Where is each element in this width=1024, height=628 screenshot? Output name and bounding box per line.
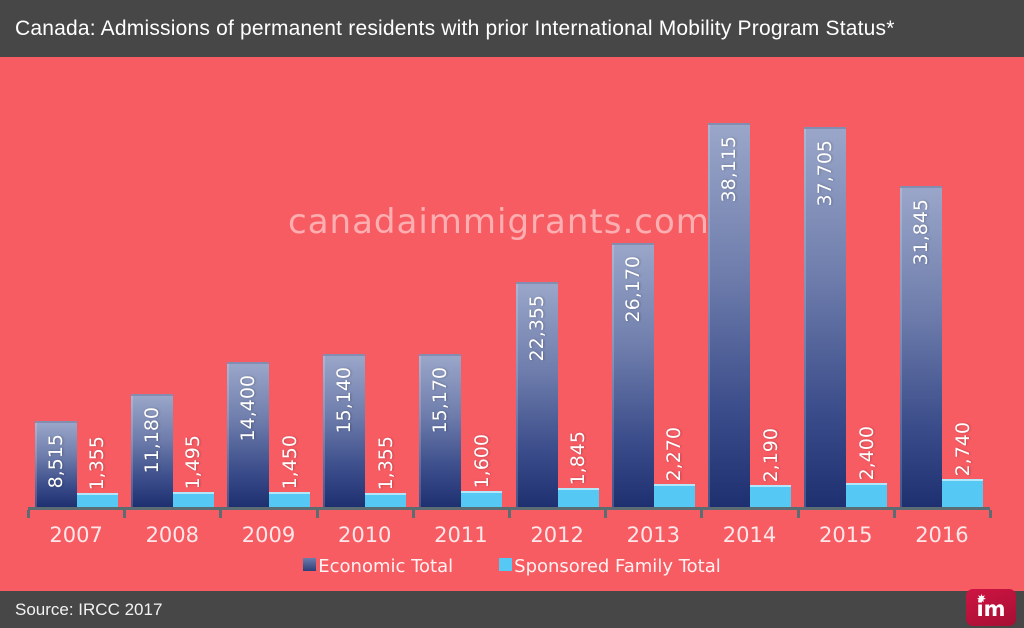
bar-group-2011: 15,170 1,600 2011 bbox=[413, 123, 509, 547]
bar-economic-2015: 37,705 bbox=[804, 127, 847, 507]
value-label-economic-2011: 15,170 bbox=[429, 367, 452, 434]
value-label-economic-2008: 11,180 bbox=[140, 407, 163, 474]
value-label-sponsored-family-2009: 1,450 bbox=[278, 434, 301, 489]
value-label-sponsored-family-2008: 1,495 bbox=[182, 434, 205, 489]
source-text: Source: IRCC 2017 bbox=[15, 599, 163, 619]
bar-group-2008: 11,180 1,495 2008 bbox=[124, 123, 220, 547]
legend-label-sponsored-family: Sponsored Family Total bbox=[514, 555, 721, 577]
x-axis-tick bbox=[892, 510, 896, 518]
bar-group-2007: 8,515 1,355 2007 bbox=[28, 123, 124, 547]
bar-group-2009: 14,400 1,450 2009 bbox=[220, 123, 316, 547]
legend-label-economic: Economic Total bbox=[318, 555, 454, 577]
bar-sponsored-family-2009: 1,450 bbox=[269, 435, 310, 507]
bar-group-2015: 37,705 2,400 2015 bbox=[798, 123, 894, 547]
value-label-economic-2015: 37,705 bbox=[814, 140, 837, 207]
bar-sponsored-family-2007: 1,355 bbox=[76, 436, 118, 507]
legend-marker-economic bbox=[303, 557, 317, 571]
legend-marker-sponsored-family bbox=[499, 557, 513, 571]
x-tick-label-2014: 2014 bbox=[722, 523, 777, 547]
maple-leaf-icon bbox=[977, 594, 986, 603]
bar-sponsored-family-2014: 2,190 bbox=[750, 428, 792, 507]
bar-economic-2008: 11,180 bbox=[130, 394, 173, 507]
x-tick-label-2012: 2012 bbox=[530, 523, 584, 547]
value-label-economic-2010: 15,140 bbox=[333, 367, 356, 434]
value-label-economic-2014: 38,115 bbox=[718, 136, 741, 203]
value-label-sponsored-family-2007: 1,355 bbox=[86, 435, 109, 490]
bar-sponsored-family-2015: 2,400 bbox=[846, 426, 888, 507]
legend-item-economic: Economic Total bbox=[303, 556, 453, 577]
bar-group-2013: 26,170 2,270 2013 bbox=[605, 123, 701, 547]
x-axis-tick bbox=[315, 510, 319, 518]
bar-economic-2012: 22,355 bbox=[515, 282, 558, 507]
chart-title: Canada: Admissions of permanent resident… bbox=[15, 16, 895, 40]
x-tick-label-2015: 2015 bbox=[818, 523, 873, 547]
bar-sponsored-family-2013: 2,270 bbox=[653, 427, 695, 507]
bar-group-2010: 15,140 1,355 2010 bbox=[317, 123, 413, 547]
x-axis bbox=[27, 507, 992, 518]
x-axis-tick bbox=[508, 510, 511, 518]
x-axis-tick bbox=[219, 510, 223, 518]
value-label-sponsored-family-2010: 1,355 bbox=[374, 435, 397, 490]
x-axis-tick bbox=[411, 510, 415, 518]
x-axis-tick bbox=[27, 510, 30, 518]
bar-economic-2016: 31,845 bbox=[900, 186, 943, 507]
bar-sponsored-family-2016: 2,740 bbox=[942, 422, 984, 507]
bar-economic-2011: 15,170 bbox=[419, 354, 462, 507]
x-tick-label-2007: 2007 bbox=[49, 523, 103, 547]
x-axis-tick bbox=[123, 510, 127, 518]
x-axis-tick bbox=[796, 510, 800, 518]
logo-text: im bbox=[976, 597, 1006, 621]
bar-group-2014: 38,115 2,190 2014 bbox=[701, 123, 797, 547]
value-label-economic-2013: 26,170 bbox=[621, 256, 644, 323]
x-axis-tick bbox=[604, 510, 608, 518]
value-label-economic-2009: 14,400 bbox=[237, 375, 259, 442]
bar-chart-plot-area: 8,515 1,355 2007 11,180 1,495 2008 14,400 1,450… bbox=[28, 123, 990, 547]
bar-sponsored-family-2008: 1,495 bbox=[172, 435, 214, 507]
x-axis-tick bbox=[989, 510, 992, 518]
value-label-economic-2012: 22,355 bbox=[525, 295, 548, 362]
footer-bar: Source: IRCC 2017 bbox=[0, 591, 1024, 628]
value-label-sponsored-family-2013: 2,270 bbox=[663, 426, 686, 481]
x-axis-tick bbox=[700, 510, 704, 518]
x-tick-label-2016: 2016 bbox=[915, 523, 969, 547]
bar-group-2012: 22,355 1,845 2012 bbox=[509, 123, 605, 547]
value-label-sponsored-family-2015: 2,400 bbox=[855, 425, 878, 480]
x-tick-label-2011: 2011 bbox=[434, 523, 488, 547]
header-bar: Canada: Admissions of permanent resident… bbox=[0, 0, 1024, 57]
value-label-sponsored-family-2016: 2,740 bbox=[951, 421, 974, 476]
chart-legend: Economic Total Sponsored Family Total bbox=[0, 551, 1024, 581]
bar-economic-2009: 14,400 bbox=[227, 362, 269, 507]
watermark: canadaimmigrants.com bbox=[288, 202, 710, 242]
value-label-sponsored-family-2012: 1,845 bbox=[567, 430, 590, 485]
x-tick-label-2010: 2010 bbox=[337, 523, 392, 547]
bar-sponsored-family-2011: 1,600 bbox=[461, 434, 503, 507]
bar-group-2016: 31,845 2,740 2016 bbox=[894, 123, 990, 547]
value-label-sponsored-family-2014: 2,190 bbox=[759, 427, 782, 482]
x-tick-label-2009: 2009 bbox=[241, 523, 296, 547]
bar-economic-2007: 8,515 bbox=[34, 421, 77, 507]
legend-item-sponsored-family: Sponsored Family Total bbox=[499, 556, 721, 577]
bar-sponsored-family-2012: 1,845 bbox=[557, 431, 599, 507]
bar-economic-2014: 38,115 bbox=[708, 123, 751, 507]
value-label-economic-2007: 8,515 bbox=[44, 434, 67, 489]
x-tick-label-2008: 2008 bbox=[145, 523, 200, 547]
canadaimmigrants-logo: im bbox=[966, 589, 1016, 626]
bar-economic-2013: 26,170 bbox=[611, 243, 654, 507]
value-label-economic-2016: 31,845 bbox=[910, 199, 933, 266]
bar-sponsored-family-2010: 1,355 bbox=[365, 436, 407, 507]
bar-economic-2010: 15,140 bbox=[323, 354, 366, 507]
value-label-sponsored-family-2011: 1,600 bbox=[470, 433, 493, 488]
x-tick-label-2013: 2013 bbox=[626, 523, 681, 547]
